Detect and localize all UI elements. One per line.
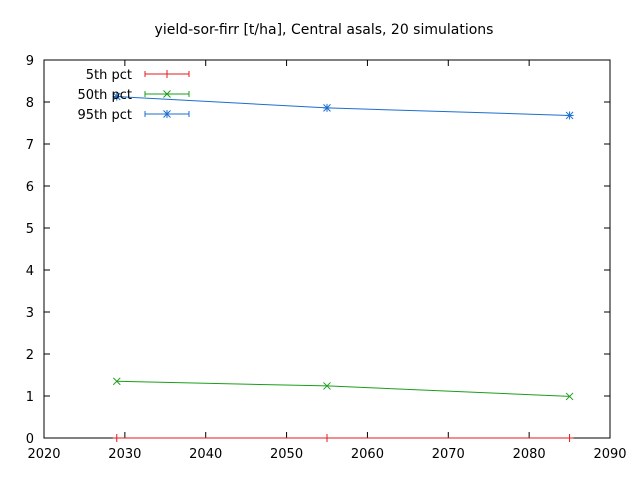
series-1 bbox=[112, 377, 574, 401]
data-point bbox=[323, 382, 331, 390]
axis-ticks: 0 1 2 3 4 5 6 7 8 9 2020 2030 2040 2050 2060 2070 2080 20… bbox=[26, 54, 627, 462]
y-tick-label: 2 bbox=[26, 348, 34, 363]
data-point bbox=[112, 92, 121, 101]
legend: 5th pct 50th pct 95th pct bbox=[77, 68, 190, 123]
y-tick-label: 6 bbox=[26, 180, 34, 195]
data-point bbox=[112, 434, 121, 442]
legend-label: 5th pct bbox=[86, 68, 132, 83]
legend-entry: 95th pct bbox=[77, 108, 190, 123]
y-tick-label: 3 bbox=[26, 306, 34, 321]
legend-entry: 5th pct bbox=[86, 68, 190, 83]
series-line bbox=[116, 380, 570, 397]
data-point bbox=[323, 434, 331, 442]
series-0 bbox=[112, 434, 574, 442]
y-tick-label: 1 bbox=[26, 390, 34, 405]
x-tick-label: 2070 bbox=[432, 447, 465, 462]
y-tick-label: 8 bbox=[26, 96, 34, 111]
y-tick-label: 7 bbox=[26, 138, 34, 153]
x-tick-label: 2060 bbox=[351, 447, 384, 462]
data-point bbox=[565, 111, 574, 120]
data-point bbox=[565, 392, 574, 401]
series-2 bbox=[112, 92, 574, 120]
y-tick-label: 5 bbox=[26, 222, 34, 237]
series-line bbox=[116, 96, 570, 116]
y-tick-label: 4 bbox=[26, 264, 34, 279]
x-tick-label: 2080 bbox=[513, 447, 546, 462]
legend-marker bbox=[163, 90, 171, 98]
series-layer bbox=[112, 92, 574, 442]
legend-label: 95th pct bbox=[77, 108, 132, 123]
x-tick-label: 2030 bbox=[108, 447, 141, 462]
data-point bbox=[565, 434, 574, 442]
legend-marker bbox=[163, 70, 171, 78]
legend-marker bbox=[163, 110, 171, 118]
x-tick-label: 2040 bbox=[189, 447, 222, 462]
legend-entry: 50th pct bbox=[77, 88, 190, 103]
data-point bbox=[323, 103, 331, 112]
chart-title: yield-sor-firr [t/ha], Central asals, 20… bbox=[155, 22, 494, 38]
x-tick-label: 2090 bbox=[593, 447, 626, 462]
x-tick-label: 2020 bbox=[27, 447, 60, 462]
x-tick-label: 2050 bbox=[270, 447, 303, 462]
y-tick-label: 0 bbox=[26, 432, 34, 447]
data-point bbox=[112, 377, 121, 386]
legend-label: 50th pct bbox=[77, 88, 132, 103]
y-tick-label: 9 bbox=[26, 54, 34, 69]
